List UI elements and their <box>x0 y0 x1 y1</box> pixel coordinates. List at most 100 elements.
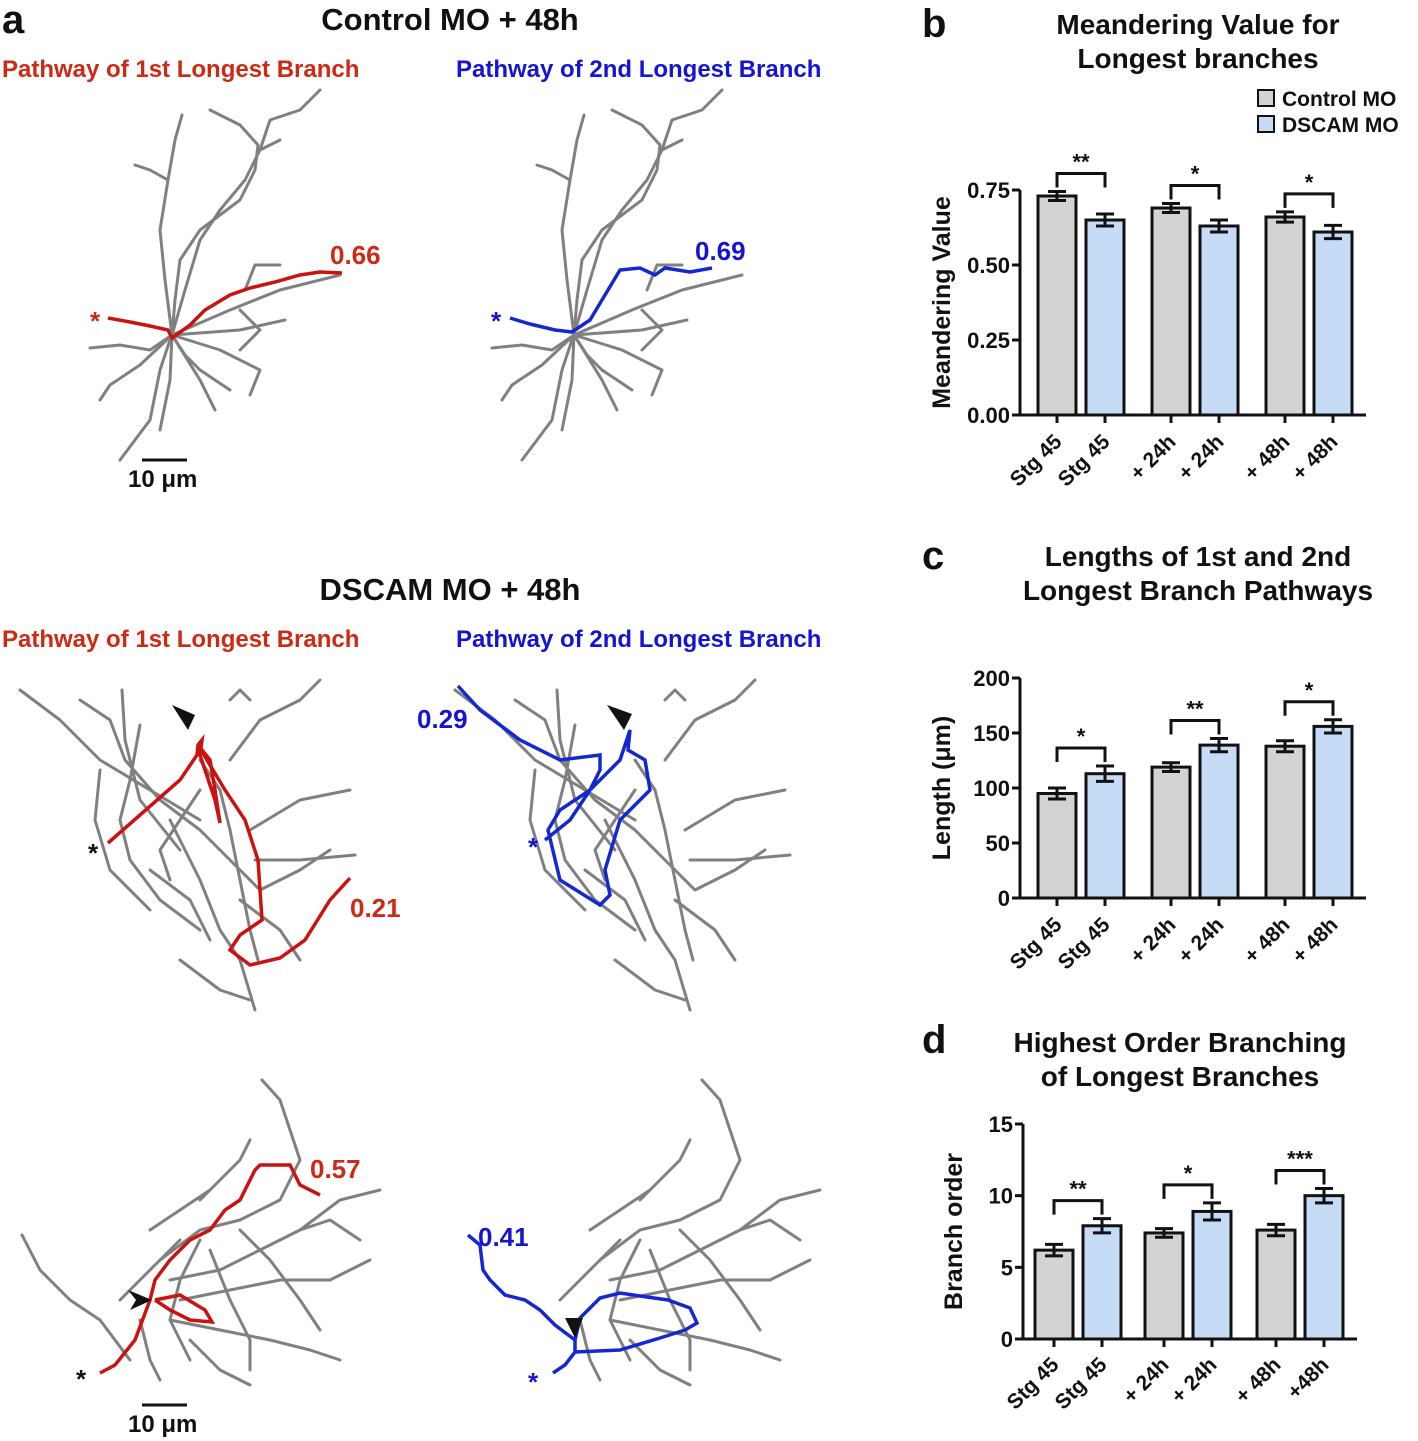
meandering-value-label: 0.69 <box>695 236 746 266</box>
bar-control <box>1255 1228 1297 1341</box>
y-tick-label: 0 <box>1001 1327 1013 1352</box>
panel-letter-b: b <box>922 2 947 46</box>
significance-label: * <box>1077 724 1086 749</box>
bar-dscam <box>1081 1224 1123 1341</box>
dscam-neuron-2-dendrites <box>453 678 792 1012</box>
scale-bar-label: 10 μm <box>128 466 198 493</box>
neuron-tracings <box>18 88 822 1407</box>
chart-b: 0.00 0.25 0.50 0.75 Meandering Value Stg 45St… <box>928 88 1399 491</box>
dscam-path3-trace <box>99 1163 321 1375</box>
significance-label: * <box>1305 678 1314 703</box>
x-tick-label: + 48h <box>1240 913 1295 968</box>
x-tick-label: +48h <box>1283 1353 1334 1404</box>
bar-dscam <box>1198 743 1240 900</box>
y-tick-label: 50 <box>986 831 1010 856</box>
x-tick-label: + 48h <box>1240 430 1295 485</box>
chart-b-title-line: Longest branches <box>1077 43 1319 74</box>
legend-swatch-dscam <box>1257 115 1275 133</box>
meandering-value-label: 0.29 <box>417 704 468 734</box>
dscam-group-title: DSCAM MO + 48h <box>319 572 581 607</box>
x-tick-label: Stg 45 <box>1051 1353 1112 1414</box>
x-tick-label: Stg 45 <box>1006 430 1067 491</box>
x-tick-label: Stg 45 <box>1054 430 1115 491</box>
y-tick-label: 150 <box>973 721 1010 746</box>
x-tick-label: + 48h <box>1288 430 1343 485</box>
significance-bracket <box>1052 1199 1104 1215</box>
bar-dscam <box>1303 1194 1345 1341</box>
panel-letter-d: d <box>922 1018 947 1062</box>
chart-c-title-line: Longest Branch Pathways <box>1022 575 1374 606</box>
bar-control <box>1143 1231 1185 1341</box>
y-tick-label: 0 <box>998 886 1010 911</box>
significance-bracket <box>1169 719 1221 735</box>
dscam-path4-trace <box>466 1233 700 1375</box>
bar-dscam <box>1191 1209 1233 1341</box>
legend-swatch-control <box>1257 89 1275 107</box>
origin-asterisk: * <box>90 306 101 336</box>
significance-label: * <box>1305 170 1314 195</box>
significance-label: *** <box>1287 1147 1313 1172</box>
significance-bracket <box>1283 192 1335 208</box>
arrowhead-icon <box>172 705 195 730</box>
arrowhead-icon <box>128 1290 152 1310</box>
meandering-value-label: 0.21 <box>350 893 401 923</box>
y-tick-label: 0.25 <box>967 328 1010 353</box>
bar-dscam <box>1312 724 1354 900</box>
chart-d-title-line: Highest Order Branching <box>1013 1027 1347 1058</box>
chart-c-title-line: Lengths of 1st and 2nd <box>1044 541 1352 572</box>
y-tick-label: 5 <box>1001 1255 1013 1280</box>
chart-c-title: Lengths of 1st and 2nd Longest Branch Pa… <box>980 540 1416 608</box>
control-path1-label: Pathway of 1st Longest Branch <box>2 56 360 83</box>
origin-asterisk: * <box>528 832 539 862</box>
control-path2-label: Pathway of 2nd Longest Branch <box>456 56 822 83</box>
significance-bracket <box>1169 184 1221 200</box>
significance-label: * <box>1191 162 1200 187</box>
bar-control <box>1036 194 1078 417</box>
y-tick-label: 0.50 <box>967 253 1010 278</box>
legend-label-dscam: DSCAM MO <box>1282 114 1399 137</box>
dscam-neuron-3-dendrites <box>20 1078 382 1387</box>
x-tick-label: + 48h <box>1231 1353 1286 1408</box>
dscam-neuron-1-dendrites <box>18 678 357 1012</box>
panel-letter-c: c <box>922 534 945 578</box>
significance-bracket <box>1274 1169 1326 1185</box>
dscam-path2-label: Pathway of 2nd Longest Branch <box>456 626 822 653</box>
control-neuron-2-dendrites <box>490 88 744 462</box>
chart-d-title: Highest Order Branching of Longest Branc… <box>980 1026 1380 1094</box>
x-tick-label: + 24h <box>1119 1353 1174 1408</box>
control-path1-trace <box>107 270 343 341</box>
bar-dscam <box>1084 218 1126 417</box>
y-tick-label: 100 <box>973 776 1010 801</box>
x-tick-label: Stg 45 <box>1003 1353 1064 1414</box>
x-tick-label: + 24h <box>1174 430 1229 485</box>
origin-asterisk: * <box>528 1367 539 1397</box>
bar-dscam <box>1198 224 1240 417</box>
significance-bracket <box>1055 746 1107 762</box>
significance-bracket <box>1162 1183 1214 1199</box>
y-tick-label: 200 <box>973 666 1010 691</box>
bar-control <box>1264 215 1306 417</box>
origin-asterisk: * <box>491 306 502 336</box>
bar-control <box>1264 744 1306 900</box>
panel-letter-a: a <box>2 0 25 42</box>
x-tick-label: + 24h <box>1126 913 1181 968</box>
x-tick-label: + 24h <box>1167 1353 1222 1408</box>
y-tick-label: 0.00 <box>967 403 1010 428</box>
significance-bracket <box>1055 172 1107 188</box>
x-tick-label: Stg 45 <box>1054 913 1115 974</box>
bar-dscam <box>1084 772 1126 900</box>
significance-label: ** <box>1072 150 1090 175</box>
control-path2-trace <box>509 266 713 334</box>
bar-dscam <box>1312 230 1354 417</box>
meandering-value-label: 0.57 <box>310 1154 361 1184</box>
origin-asterisk: * <box>76 1364 87 1394</box>
scale-bar-label: 10 μm <box>128 1411 198 1438</box>
meandering-value-label: 0.41 <box>478 1222 529 1252</box>
y-axis-label: Length (μm) <box>928 716 956 860</box>
y-axis-label: Meandering Value <box>928 196 956 409</box>
control-group-title: Control MO + 48h <box>321 2 579 37</box>
y-tick-label: 15 <box>989 1112 1013 1137</box>
y-axis-label: Branch order <box>940 1153 968 1310</box>
